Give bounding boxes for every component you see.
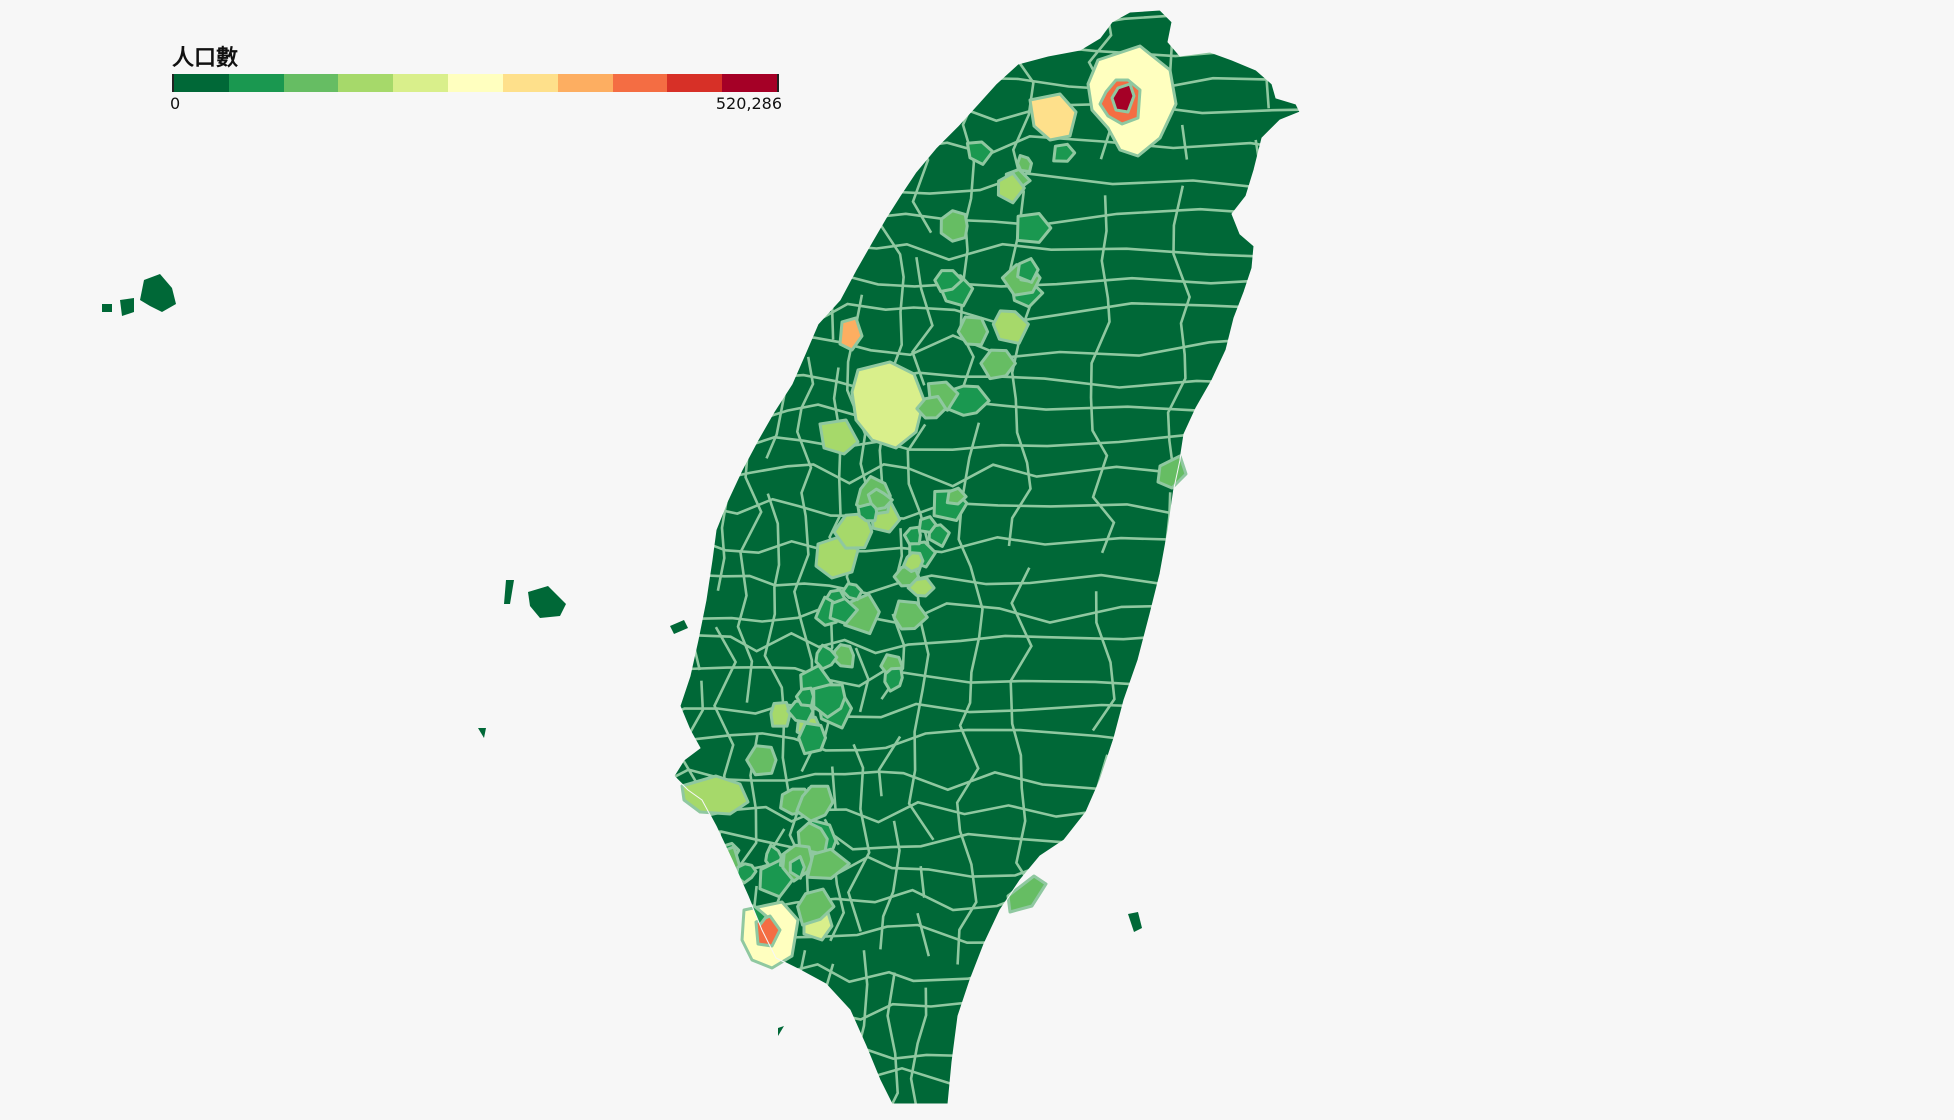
district: [991, 309, 1030, 345]
green-islet: [1128, 912, 1142, 932]
district-tainan-west: [680, 774, 750, 816]
penghu-islet-4: [478, 728, 486, 738]
district: [797, 721, 827, 756]
legend-swatch-3: [338, 74, 394, 92]
district: [745, 744, 778, 777]
district: [814, 643, 839, 671]
district: [956, 315, 990, 347]
kinmen-islet-2: [120, 298, 134, 316]
main-island: [673, 9, 1301, 1105]
district: [917, 515, 938, 534]
legend-title: 人口數: [172, 46, 239, 71]
district: [796, 887, 836, 927]
legend-swatch-0: [174, 74, 229, 92]
district: [902, 551, 925, 573]
district: [841, 582, 864, 602]
district-taichung-central: [850, 360, 926, 450]
legend-swatch-1: [228, 74, 284, 92]
outlying-islands: [102, 274, 1142, 1036]
legend-swatch-7: [557, 74, 613, 92]
legend-min-label: 0: [170, 94, 181, 113]
district: [795, 784, 835, 823]
district: [1016, 154, 1033, 174]
legend-swatch-5: [448, 74, 503, 92]
district: [812, 683, 847, 719]
legend-max-label: 520,286: [715, 94, 782, 113]
legend-swatch-9: [667, 74, 723, 92]
coastline: [673, 9, 1301, 1105]
district: [996, 171, 1026, 205]
penghu-islet-3: [670, 620, 688, 634]
district: [1015, 212, 1053, 244]
district: [806, 847, 851, 880]
district: [828, 597, 859, 626]
legend-swatch-10: [722, 74, 777, 92]
district: [933, 269, 964, 293]
district: [1016, 257, 1040, 284]
district: [769, 701, 792, 728]
legend-labels: 0 520,286: [170, 92, 782, 113]
kinmen-islet-3: [102, 304, 112, 312]
legend: 人口數 0 520,286: [170, 40, 792, 113]
district: [794, 686, 815, 708]
district: [1052, 142, 1077, 163]
district: [788, 855, 806, 880]
legend-swatch-8: [612, 74, 668, 92]
district: [906, 576, 936, 598]
district: [883, 666, 904, 693]
district: [706, 878, 733, 902]
district: [902, 525, 922, 546]
district: [866, 487, 894, 511]
district: [915, 395, 948, 420]
legend-swatch-6: [502, 74, 558, 92]
penghu-islet-2: [504, 580, 514, 604]
district-taipei-core: [1110, 82, 1136, 114]
liuqiu-islet: [778, 1026, 784, 1036]
kinmen-islet: [140, 274, 176, 312]
legend-swatch-4: [393, 74, 449, 92]
district-taoyuan-cluster: [1028, 92, 1078, 142]
penghu-islet: [528, 586, 566, 618]
district: [945, 486, 968, 506]
district-taitung: [1006, 874, 1048, 914]
district: [939, 209, 969, 243]
district: [979, 348, 1017, 381]
legend-color-scale: [172, 74, 779, 92]
district-taichung-west: [818, 418, 860, 456]
district-hsinchu-coast: [838, 316, 864, 352]
legend-swatch-2: [283, 74, 339, 92]
district: [965, 140, 995, 166]
district: [892, 599, 929, 631]
